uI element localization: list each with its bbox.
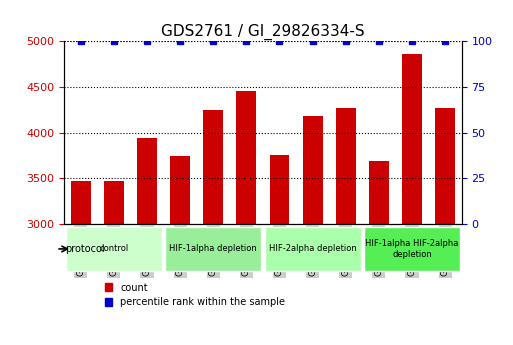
Bar xyxy=(71,181,91,224)
Bar xyxy=(137,138,157,224)
Bar xyxy=(369,161,389,224)
FancyBboxPatch shape xyxy=(165,227,261,272)
Text: HIF-1alpha depletion: HIF-1alpha depletion xyxy=(169,245,257,254)
Text: protocol: protocol xyxy=(65,244,105,254)
Bar xyxy=(170,157,190,224)
Legend: count, percentile rank within the sample: count, percentile rank within the sample xyxy=(101,279,289,311)
Bar xyxy=(269,155,289,224)
FancyBboxPatch shape xyxy=(66,227,162,272)
Title: GDS2761 / GI_29826334-S: GDS2761 / GI_29826334-S xyxy=(161,24,365,40)
Bar xyxy=(303,116,323,224)
Text: HIF-2alpha depletion: HIF-2alpha depletion xyxy=(269,245,357,254)
Bar xyxy=(104,181,124,224)
Bar xyxy=(203,110,223,224)
Bar xyxy=(435,108,455,224)
FancyBboxPatch shape xyxy=(265,227,361,272)
Bar xyxy=(402,54,422,224)
Bar xyxy=(336,108,356,224)
Text: HIF-1alpha HIF-2alpha
depletion: HIF-1alpha HIF-2alpha depletion xyxy=(365,239,459,259)
FancyBboxPatch shape xyxy=(364,227,460,272)
Bar xyxy=(236,91,256,224)
Text: control: control xyxy=(99,245,128,254)
